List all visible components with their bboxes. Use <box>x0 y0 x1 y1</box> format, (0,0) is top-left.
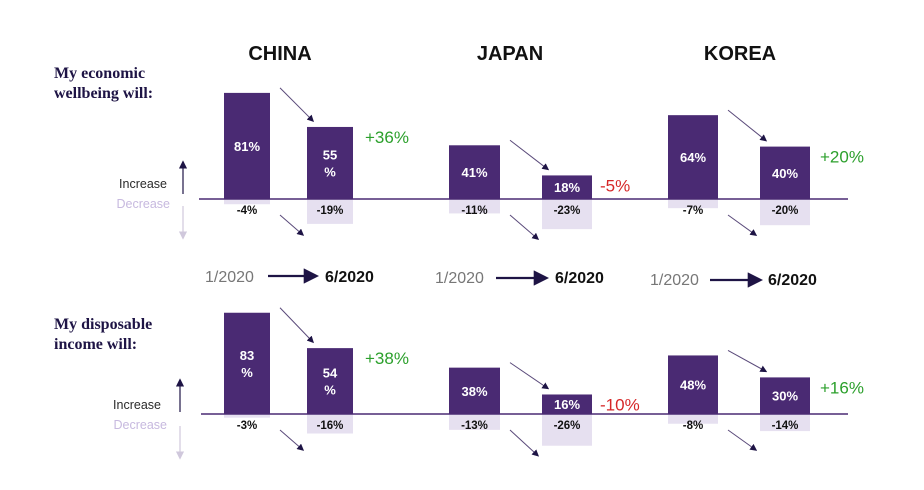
row1-japan-decrease-bar-from <box>449 199 500 214</box>
row2-korea-increase-bar-from <box>668 355 718 414</box>
row1-korea-decrease-label-from: -7% <box>683 205 703 217</box>
row1-korea-increase-bar-to <box>760 146 810 199</box>
row2-korea-decrease-bar-to <box>760 414 810 432</box>
row1-japan-increase-bar-from <box>449 145 500 199</box>
row1-japan-decrease-bar-to <box>542 199 592 230</box>
row2-japan-decrease-label-to: -26% <box>554 420 581 432</box>
row2-japan-increase-label-to: 16% <box>554 397 580 412</box>
row2-legend-increase: Increase <box>113 398 161 412</box>
row2-china-change-label: +38% <box>365 349 409 368</box>
row1-china-increase-label-to: 55% <box>323 147 337 179</box>
row2-china-increase-bar-to <box>307 348 353 414</box>
row2-korea-trend-arrow-down <box>727 429 758 451</box>
row2-japan-decrease-bar-to <box>542 414 592 446</box>
row2-title-line2: income will: <box>54 336 137 353</box>
row2-korea-increase-label-to: 30% <box>772 389 798 404</box>
row2-china-decrease-label-to: -16% <box>317 420 344 432</box>
row2-title-line1: My disposable <box>54 316 152 333</box>
row1-legend-increase: Increase <box>119 177 167 191</box>
row1-china-change-label: +36% <box>365 128 409 147</box>
japan-period-to: 6/2020 <box>555 270 604 287</box>
row1-korea-decrease-label-to: -20% <box>772 205 799 217</box>
row1-korea-decrease-bar-from <box>668 199 718 209</box>
china-period-from: 1/2020 <box>205 269 254 286</box>
row1-japan-trend-arrow-down <box>509 214 540 241</box>
row1-korea-change-label: +20% <box>820 148 864 167</box>
row2-japan-increase-bar-to <box>542 394 592 414</box>
row1-title-line2: wellbeing will: <box>54 85 153 102</box>
row2-china-decrease-bar-from <box>224 414 270 418</box>
korea-period-to: 6/2020 <box>768 272 817 289</box>
row2-legend-decrease: Decrease <box>114 418 168 432</box>
row1-korea-decrease-bar-to <box>760 199 810 226</box>
row2-japan-trend-arrow-up <box>509 362 550 390</box>
row1-china-decrease-label-to: -19% <box>317 205 344 217</box>
row2-japan-change-label: -10% <box>600 395 640 414</box>
row1-china-trend-arrow-down <box>279 214 305 236</box>
row1-japan-increase-bar-to <box>542 175 592 199</box>
row2-korea-increase-bar-to <box>760 377 810 414</box>
row1-china-increase-label-from: 81% <box>234 139 260 154</box>
row1-korea-increase-label-to: 40% <box>772 166 798 181</box>
row1-china-decrease-bar-from <box>224 199 270 205</box>
row1-china-increase-bar-to <box>307 126 353 199</box>
row1-japan-change-label: -5% <box>600 176 630 195</box>
row2-korea-change-label: +16% <box>820 378 864 397</box>
row2-japan-increase-bar-from <box>449 367 500 414</box>
china-period-to: 6/2020 <box>325 269 374 286</box>
row1-korea-increase-bar-from <box>668 115 718 199</box>
row1-korea-increase-label-from: 64% <box>680 150 706 165</box>
row2-korea-trend-arrow-up <box>727 350 768 373</box>
row2-korea-decrease-bar-from <box>668 414 718 424</box>
country-header-korea: KOREA <box>704 43 776 65</box>
row2-china-trend-arrow-up <box>279 307 314 344</box>
row1-korea-trend-arrow-up <box>727 109 768 142</box>
row1-china-increase-bar-from <box>224 92 270 199</box>
row2-china-increase-bar-from <box>224 312 270 414</box>
row1-japan-increase-label-from: 41% <box>461 165 487 180</box>
row2-china-trend-arrow-down <box>279 429 305 451</box>
row1-japan-increase-label-to: 18% <box>554 180 580 195</box>
korea-period-from: 1/2020 <box>650 272 699 289</box>
row1-korea-trend-arrow-down <box>727 214 758 237</box>
row2-china-increase-label-from: 83% <box>240 348 254 380</box>
row2-china-decrease-label-from: -3% <box>237 420 257 432</box>
row1-legend-decrease: Decrease <box>117 197 171 211</box>
row1-japan-trend-arrow-up <box>509 139 550 171</box>
row1-china-trend-arrow-up <box>279 87 314 122</box>
country-header-china: CHINA <box>248 43 311 65</box>
row2-china-decrease-bar-to <box>307 414 353 434</box>
row2-japan-trend-arrow-down <box>509 429 540 457</box>
row2-japan-increase-label-from: 38% <box>461 384 487 399</box>
row2-japan-decrease-label-from: -13% <box>461 420 488 432</box>
row2-japan-decrease-bar-from <box>449 414 500 430</box>
row1-title-line1: My economic <box>54 65 145 82</box>
row1-japan-decrease-label-to: -23% <box>554 205 581 217</box>
row1-china-decrease-label-from: -4% <box>237 205 257 217</box>
row2-korea-increase-label-from: 48% <box>680 378 706 393</box>
row2-korea-decrease-label-from: -8% <box>683 420 703 432</box>
country-header-japan: JAPAN <box>477 43 543 65</box>
japan-period-from: 1/2020 <box>435 270 484 287</box>
row2-china-increase-label-to: 54% <box>323 366 338 398</box>
row1-japan-decrease-label-from: -11% <box>461 205 487 217</box>
row2-korea-decrease-label-to: -14% <box>772 420 799 432</box>
row1-china-decrease-bar-to <box>307 199 353 224</box>
